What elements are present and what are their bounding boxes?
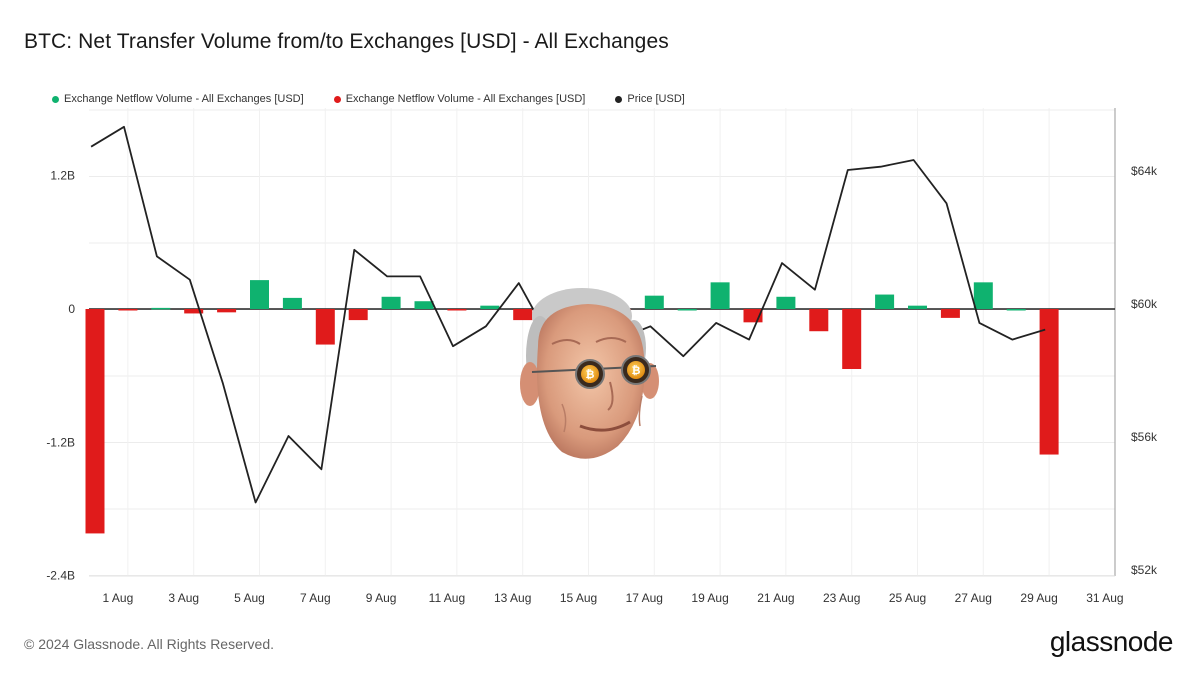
x-tick-label: 5 Aug — [234, 591, 265, 605]
x-tick-label: 13 Aug — [494, 591, 531, 605]
y-left-tick-label: 1.2B — [50, 169, 75, 183]
legend-item-netflow-positive[interactable]: Exchange Netflow Volume - All Exchanges … — [52, 93, 304, 105]
netflow-bar-positive — [151, 307, 171, 310]
legend-label: Price [USD] — [627, 93, 685, 105]
netflow-bar-positive — [644, 295, 664, 309]
svg-text:₿: ₿ — [632, 364, 641, 377]
legend-item-price[interactable]: Price [USD] — [615, 93, 685, 105]
x-tick-label: 9 Aug — [366, 591, 397, 605]
netflow-bar-positive — [381, 296, 401, 309]
x-tick-label: 23 Aug — [823, 591, 860, 605]
netflow-bar-positive — [710, 282, 730, 309]
x-tick-label: 31 Aug — [1086, 591, 1123, 605]
chart-legend: Exchange Netflow Volume - All Exchanges … — [52, 93, 685, 105]
netflow-bar-positive — [414, 301, 434, 309]
x-tick-label: 1 Aug — [103, 591, 134, 605]
legend-item-netflow-negative[interactable]: Exchange Netflow Volume - All Exchanges … — [333, 93, 586, 105]
netflow-bar-negative — [85, 309, 105, 534]
glassnode-logo: glassnode — [1049, 626, 1174, 657]
netflow-bar-negative — [809, 309, 829, 332]
y-right-tick-label: $60k — [1131, 297, 1158, 311]
netflow-bar-positive — [776, 296, 796, 309]
copyright-text: © 2024 Glassnode. All Rights Reserved. — [24, 636, 275, 652]
legend-swatch-red — [333, 95, 341, 103]
netflow-bar-negative — [940, 309, 960, 318]
netflow-bar-positive — [1006, 309, 1026, 311]
x-tick-label: 17 Aug — [626, 591, 663, 605]
y-left-tick-label: -2.4B — [46, 569, 75, 583]
chart-title: BTC: Net Transfer Volume from/to Exchang… — [24, 30, 669, 53]
netflow-bar-negative — [118, 309, 138, 311]
legend-label: Exchange Netflow Volume - All Exchanges … — [345, 93, 586, 105]
netflow-bar-positive — [875, 294, 895, 309]
x-tick-label: 15 Aug — [560, 591, 597, 605]
bitcoin-glasses-face-icon: ₿ ₿ — [520, 288, 659, 459]
netflow-bar-positive — [973, 282, 993, 309]
netflow-bar-negative — [513, 309, 533, 321]
x-tick-label: 3 Aug — [168, 591, 199, 605]
netflow-bar-positive — [282, 297, 302, 309]
netflow-bar-negative — [1039, 309, 1059, 455]
x-tick-label: 25 Aug — [889, 591, 926, 605]
tick-labels: 1.2B 0 -1.2B -2.4B $64k $60k $56k $52k 1 Aug 3 Au… — [46, 164, 1158, 605]
svg-text:₿: ₿ — [586, 368, 595, 381]
x-tick-label: 19 Aug — [691, 591, 728, 605]
netflow-bar-positive — [480, 305, 500, 309]
legend-label: Exchange Netflow Volume - All Exchanges … — [64, 93, 304, 105]
y-right-tick-label: $56k — [1131, 430, 1158, 444]
netflow-bar-negative — [348, 309, 368, 321]
x-tick-label: 21 Aug — [757, 591, 794, 605]
netflow-bar-negative — [217, 309, 237, 313]
netflow-bar-negative — [842, 309, 862, 369]
y-left-tick-label: 0 — [68, 302, 75, 316]
legend-swatch-green — [52, 95, 59, 103]
netflow-bar-positive — [250, 280, 269, 309]
y-right-tick-label: $52k — [1131, 563, 1158, 577]
x-tick-label: 27 Aug — [955, 591, 992, 605]
netflow-bar-negative — [184, 309, 204, 314]
x-tick-label: 11 Aug — [429, 591, 465, 605]
y-right-tick-label: $64k — [1131, 164, 1158, 178]
netflow-bar-negative — [447, 309, 467, 311]
x-tick-label: 29 Aug — [1020, 591, 1057, 605]
legend-swatch-black — [615, 95, 623, 103]
netflow-bar-positive — [677, 309, 697, 311]
y-left-tick-label: -1.2B — [46, 435, 75, 449]
netflow-bar-negative — [315, 309, 335, 345]
x-tick-label: 7 Aug — [300, 591, 331, 605]
netflow-bar-positive — [908, 305, 927, 309]
